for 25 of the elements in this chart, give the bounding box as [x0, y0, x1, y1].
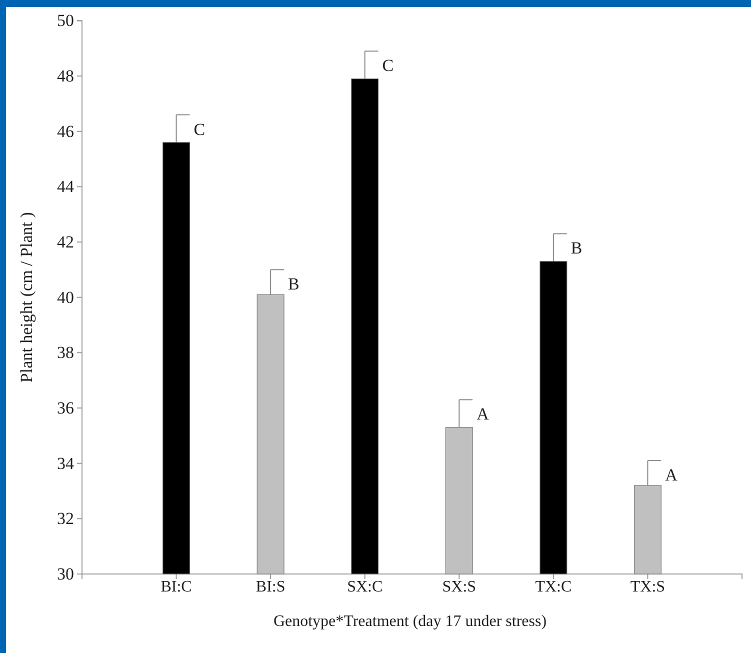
annotation: B [570, 238, 582, 258]
y-tick-label: 44 [57, 177, 74, 196]
y-tick-label: 48 [57, 66, 74, 86]
x-tick-label: BI:S [256, 578, 286, 596]
y-tick-label: 40 [57, 288, 74, 307]
x-tick-label: TX:C [535, 578, 572, 596]
annotation: B [288, 274, 300, 294]
y-tick-label: 38 [57, 343, 74, 362]
annotation: C [194, 120, 206, 139]
y-axis-title: Plant height (cm / Plant ) [17, 212, 36, 383]
y-tick-label: 46 [57, 122, 74, 141]
annotation: A [476, 404, 490, 424]
y-tick-label: 42 [57, 232, 74, 252]
x-axis-title: Genotype*Treatment (day 17 under stress) [273, 613, 547, 630]
x-tick-label: SX:C [347, 578, 383, 596]
annotation: A [665, 466, 678, 485]
x-tick-label: BI:C [160, 578, 192, 596]
annotation: C [382, 56, 394, 76]
x-tick-label: SX:S [442, 578, 476, 596]
y-tick-label: 50 [57, 11, 74, 30]
y-tick-label: 30 [57, 564, 74, 584]
y-tick-label: 36 [57, 398, 74, 418]
x-tick-label: TX:S [630, 578, 666, 596]
y-tick-label: 32 [57, 509, 74, 528]
y-tick-label: 34 [57, 454, 74, 473]
